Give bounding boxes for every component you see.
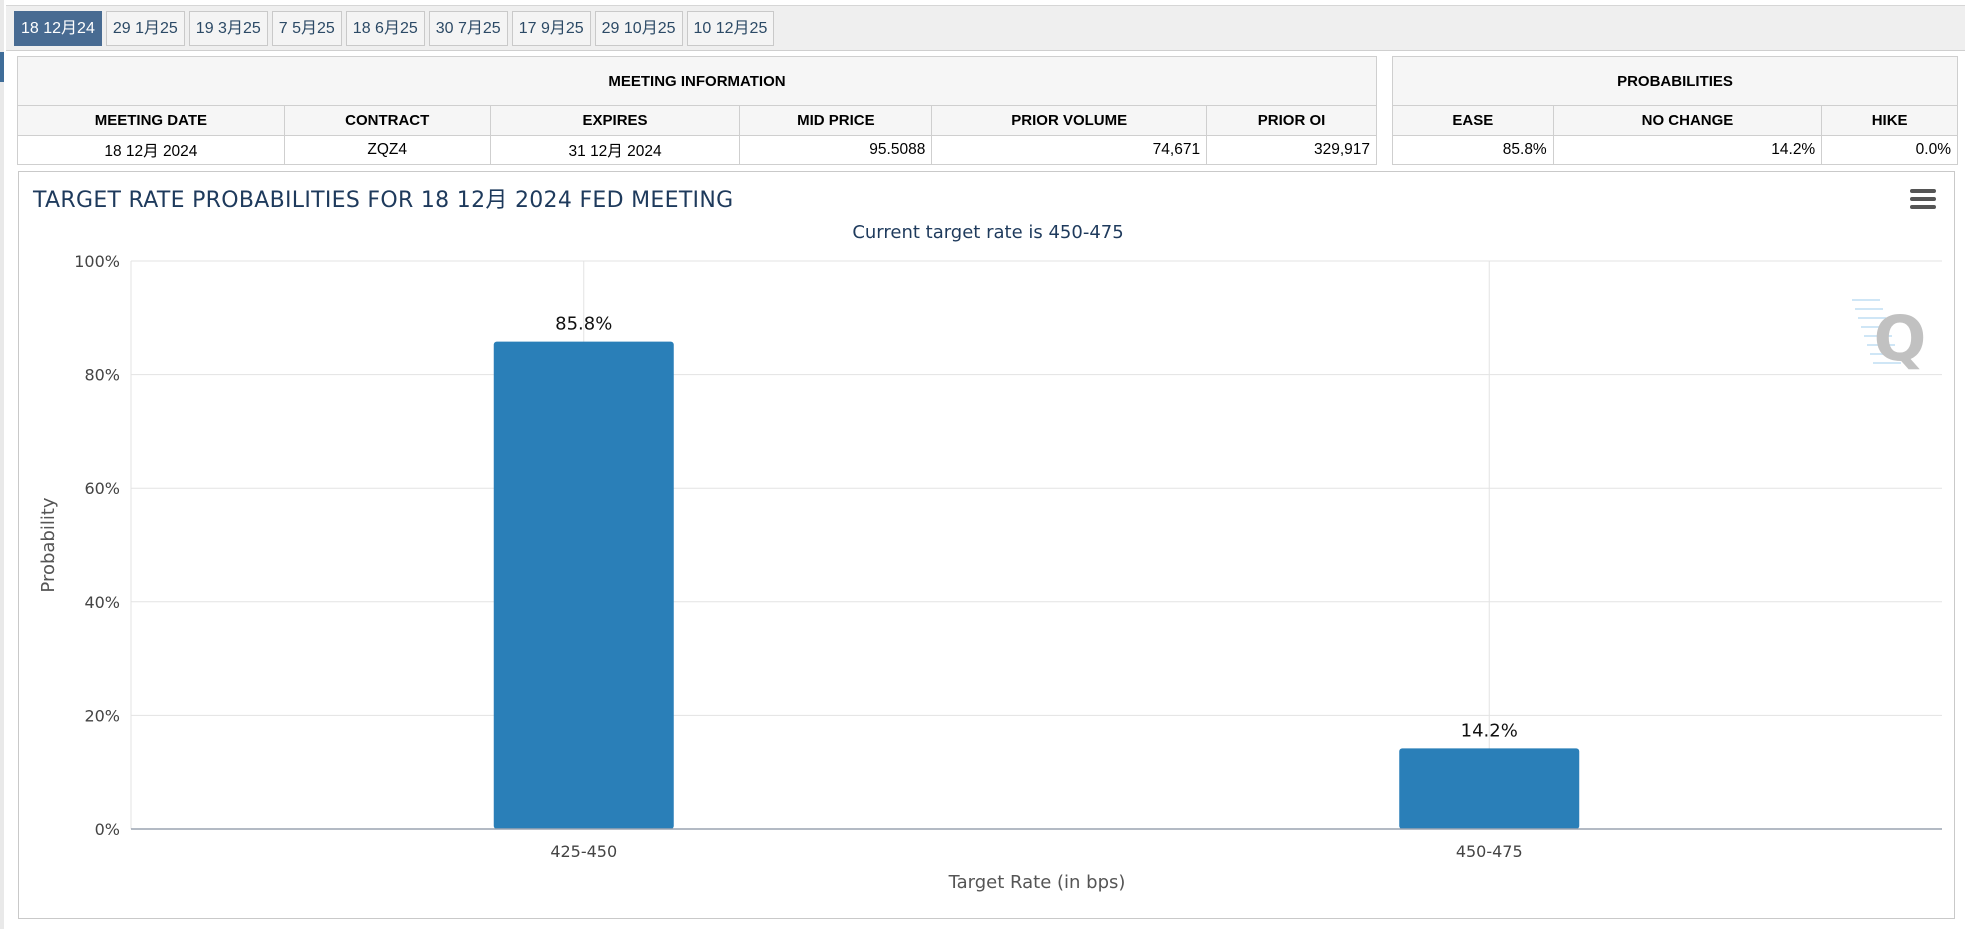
ease-value: 85.8% xyxy=(1392,135,1554,165)
meeting-tab[interactable]: 17 9月25 xyxy=(511,11,591,46)
y-axis-title: Probability xyxy=(38,497,59,592)
meeting-tab[interactable]: 18 12月24 xyxy=(14,11,102,46)
col-prior-volume: PRIOR VOLUME xyxy=(931,105,1208,136)
y-tick-label: 100% xyxy=(74,252,120,271)
col-ease: EASE xyxy=(1392,105,1554,136)
x-axis-title: Target Rate (in bps) xyxy=(948,872,1126,893)
meeting-information-title: MEETING INFORMATION xyxy=(17,56,1377,106)
meeting-date-value: 18 12月 2024 xyxy=(17,135,285,165)
x-tick-label: 425-450 xyxy=(550,842,617,861)
meeting-tabs: 18 12月24 29 1月25 19 3月25 7 5月25 18 6月25 30 7月… xyxy=(14,11,775,46)
contract-value: ZQZ4 xyxy=(283,135,491,165)
meeting-tab[interactable]: 7 5月25 xyxy=(271,11,342,46)
no-change-value: 14.2% xyxy=(1552,135,1823,165)
col-contract: CONTRACT xyxy=(283,105,491,136)
bar-425-450 xyxy=(493,341,674,829)
data-label: 85.8% xyxy=(555,314,612,335)
y-tick-label: 40% xyxy=(84,593,120,612)
bar-450-475 xyxy=(1399,748,1580,829)
left-edge-marker xyxy=(0,52,4,82)
y-tick-label: 0% xyxy=(95,820,120,839)
meeting-tab[interactable]: 18 6月25 xyxy=(345,11,425,46)
meeting-tab[interactable]: 19 3月25 xyxy=(188,11,268,46)
chart-title: TARGET RATE PROBABILITIES FOR 18 12月 202… xyxy=(33,188,734,213)
col-mid-price: MID PRICE xyxy=(739,105,933,136)
probabilities-title: PROBABILITIES xyxy=(1392,56,1958,106)
probabilities-table: PROBABILITIES EASE NO CHANGE HIKE 85.8% … xyxy=(1392,56,1958,165)
meeting-tab[interactable]: 30 7月25 xyxy=(428,11,508,46)
col-no-change: NO CHANGE xyxy=(1552,105,1823,136)
y-tick-label: 80% xyxy=(84,366,120,385)
hike-value: 0.0% xyxy=(1821,135,1958,165)
y-tick-label: 20% xyxy=(84,706,120,725)
expires-value: 31 12月 2024 xyxy=(489,135,741,165)
mid-price-value: 95.5088 xyxy=(739,135,933,165)
meeting-tab[interactable]: 29 1月25 xyxy=(105,11,185,46)
watermark-q-glyph: Q xyxy=(1874,302,1927,375)
col-expires: EXPIRES xyxy=(489,105,741,136)
meeting-information-table: MEETING INFORMATION MEETING DATE CONTRAC… xyxy=(17,56,1377,165)
meeting-tab-bar: 18 12月24 29 1月25 19 3月25 7 5月25 18 6月25 30 7月… xyxy=(6,5,1965,51)
col-hike: HIKE xyxy=(1821,105,1958,136)
left-edge-strip xyxy=(0,0,4,929)
col-meeting-date: MEETING DATE xyxy=(17,105,285,136)
chart-subtitle: Current target rate is 450-475 xyxy=(852,222,1123,243)
chart-panel xyxy=(18,171,1955,919)
y-tick-label: 60% xyxy=(84,479,120,498)
meeting-tab[interactable]: 29 10月25 xyxy=(594,11,683,46)
x-tick-label: 450-475 xyxy=(1456,842,1523,861)
meeting-tab[interactable]: 10 12月25 xyxy=(686,11,775,46)
hamburger-menu-icon[interactable] xyxy=(1910,189,1936,211)
prior-oi-value: 329,917 xyxy=(1206,135,1377,165)
data-label: 14.2% xyxy=(1461,720,1518,741)
q-logo-watermark: Q xyxy=(1852,299,1927,375)
prior-volume-value: 74,671 xyxy=(931,135,1208,165)
